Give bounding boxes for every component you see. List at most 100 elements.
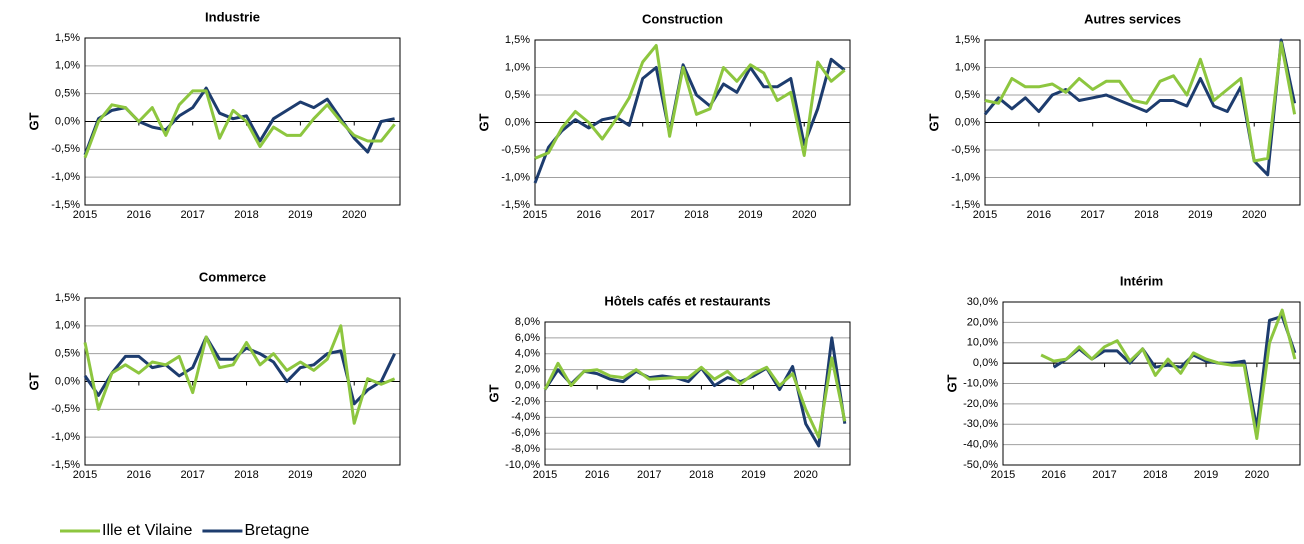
y-tick-label: 8,0%	[515, 316, 540, 328]
plot-frame	[544, 321, 851, 466]
y-tick-label: -50,0%	[963, 459, 998, 471]
x-tick-label: 2015	[73, 209, 97, 221]
y-tick-label: -8,0%	[511, 443, 540, 455]
y-tick-label: -0,5%	[501, 144, 530, 156]
y-tick-label: 0,0%	[505, 116, 530, 128]
x-tick-label: 2016	[127, 469, 151, 481]
y-tick-label: -0,5%	[51, 403, 80, 415]
x-tick-label: 2015	[73, 469, 97, 481]
y-axis-label: GT	[476, 113, 491, 131]
y-tick-label: -1,0%	[51, 431, 80, 443]
x-tick-label: 2017	[1080, 209, 1104, 221]
chart-title: Construction	[642, 11, 723, 26]
y-tick-label: -30,0%	[963, 418, 998, 430]
y-tick-label: 1,5%	[955, 34, 980, 46]
x-tick-label: 2015	[533, 469, 557, 481]
y-tick-label: 1,0%	[55, 60, 80, 72]
y-tick-label: -2,0%	[511, 395, 540, 407]
y-tick-label: 0,5%	[55, 88, 80, 100]
y-tick-label: -4,0%	[511, 411, 540, 423]
chart-title: Commerce	[199, 269, 266, 284]
y-tick-label: 2,0%	[515, 364, 540, 376]
series-line	[83, 89, 396, 159]
series-line	[983, 38, 1297, 177]
series-line	[543, 356, 847, 439]
y-tick-label: -6,0%	[511, 427, 540, 439]
y-axis-label: GT	[486, 384, 501, 402]
x-tick-label: 2017	[630, 209, 654, 221]
y-tick-label: -1,5%	[501, 199, 530, 211]
y-tick-label: 1,0%	[955, 61, 980, 73]
x-tick-label: 2017	[1092, 469, 1116, 481]
y-tick-label: -1,5%	[51, 459, 80, 471]
y-tick-label: 1,0%	[55, 320, 80, 332]
legend-label: Ille et Vilaine	[102, 522, 193, 539]
y-tick-label: -1,0%	[51, 171, 80, 183]
series-line	[1040, 308, 1297, 440]
x-tick-label: 2019	[288, 469, 312, 481]
x-tick-label: 2019	[738, 209, 762, 221]
x-tick-label: 2019	[1188, 209, 1212, 221]
x-tick-label: 2018	[1143, 469, 1167, 481]
y-axis-label: GT	[26, 112, 41, 130]
y-tick-label: -0,5%	[51, 143, 80, 155]
y-tick-label: 0,0%	[955, 116, 980, 128]
series-line	[984, 41, 1297, 163]
x-tick-label: 2015	[523, 209, 547, 221]
y-tick-label: -10,0%	[963, 377, 998, 389]
y-axis-label: GT	[926, 113, 941, 131]
x-tick-label: 2019	[741, 469, 765, 481]
x-tick-label: 2017	[180, 469, 204, 481]
x-tick-label: 2020	[1245, 469, 1269, 481]
x-tick-label: 2018	[234, 469, 258, 481]
x-tick-label: 2018	[689, 469, 713, 481]
y-tick-label: 0,5%	[955, 89, 980, 101]
y-tick-label: 0,0%	[973, 357, 998, 369]
y-tick-label: -0,5%	[951, 144, 980, 156]
x-tick-label: 2020	[342, 209, 366, 221]
y-tick-label: 1,5%	[55, 292, 80, 304]
x-tick-label: 2016	[127, 209, 151, 221]
y-tick-label: -1,5%	[951, 199, 980, 211]
y-tick-label: 20,0%	[967, 316, 998, 328]
y-tick-label: -40,0%	[963, 439, 998, 451]
y-tick-label: 4,0%	[515, 348, 540, 360]
x-tick-label: 2016	[585, 469, 609, 481]
y-tick-label: 0,0%	[515, 379, 540, 391]
y-tick-label: 0,5%	[55, 348, 80, 360]
y-tick-label: 10,0%	[967, 337, 998, 349]
y-axis-label: GT	[26, 372, 41, 390]
y-tick-label: 6,0%	[515, 332, 540, 344]
x-tick-label: 2020	[792, 209, 816, 221]
y-tick-label: -1,0%	[501, 171, 530, 183]
x-tick-label: 2017	[180, 209, 204, 221]
x-tick-label: 2019	[288, 209, 312, 221]
x-tick-label: 2017	[637, 469, 661, 481]
plot-frame	[1002, 301, 1301, 466]
x-tick-label: 2015	[973, 209, 997, 221]
x-tick-label: 2020	[342, 469, 366, 481]
x-tick-label: 2018	[684, 209, 708, 221]
series-line	[533, 57, 846, 184]
x-tick-label: 2018	[234, 209, 258, 221]
y-tick-label: 1,0%	[505, 61, 530, 73]
x-tick-label: 2015	[991, 469, 1015, 481]
series-line	[534, 44, 846, 160]
y-tick-label: -1,5%	[51, 199, 80, 211]
chart-title: Hôtels cafés et restaurants	[604, 293, 770, 308]
series-line	[83, 324, 396, 425]
y-tick-label: -20,0%	[963, 398, 998, 410]
y-tick-label: 0,5%	[505, 89, 530, 101]
y-tick-label: 0,0%	[55, 115, 80, 127]
y-tick-label: -10,0%	[505, 459, 540, 471]
x-tick-label: 2020	[793, 469, 817, 481]
y-tick-label: 30,0%	[967, 296, 998, 308]
y-tick-label: 1,5%	[505, 34, 530, 46]
x-tick-label: 2019	[1194, 469, 1218, 481]
y-tick-label: -1,0%	[951, 171, 980, 183]
x-tick-label: 2020	[1242, 209, 1266, 221]
y-tick-label: 0,0%	[55, 375, 80, 387]
chart-title: Autres services	[1084, 11, 1181, 26]
legend-label: Bretagne	[244, 522, 309, 539]
